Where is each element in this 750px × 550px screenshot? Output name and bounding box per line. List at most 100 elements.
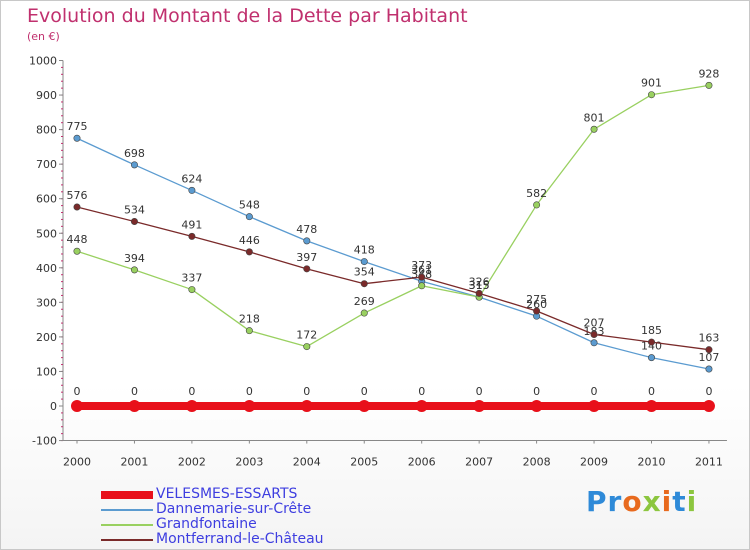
y-tick-label: 400 xyxy=(36,262,57,275)
series-point xyxy=(647,354,655,362)
data-label: 534 xyxy=(124,204,145,217)
data-label: 163 xyxy=(698,332,719,345)
data-label: 0 xyxy=(648,385,655,398)
series-point xyxy=(358,400,371,412)
series-point xyxy=(303,343,311,351)
data-label: 0 xyxy=(476,385,483,398)
series-point xyxy=(647,338,655,346)
x-tick-label: 2010 xyxy=(638,456,666,469)
series-point xyxy=(705,346,713,354)
data-label: 491 xyxy=(181,218,202,231)
series-point xyxy=(705,81,713,89)
series-point xyxy=(300,400,313,412)
data-label: 0 xyxy=(303,385,310,398)
series-point xyxy=(702,400,715,412)
chart-title: Evolution du Montant de la Dette par Hab… xyxy=(27,5,468,27)
data-label: 0 xyxy=(74,385,81,398)
series-point xyxy=(360,309,368,317)
series-point xyxy=(71,400,83,412)
series-point xyxy=(243,400,256,412)
y-tick-label: 0 xyxy=(50,400,57,413)
y-tick-label: 600 xyxy=(36,193,57,206)
y-tick-label: 200 xyxy=(36,331,57,344)
series-point xyxy=(590,125,598,133)
series-point xyxy=(475,289,483,297)
series-point xyxy=(645,400,658,412)
series-point xyxy=(418,273,426,281)
legend-label: Dannemarie-sur-Crête xyxy=(156,501,312,517)
series-point xyxy=(245,327,253,335)
series-point xyxy=(188,186,196,194)
legend-label: VELESMES-ESSARTS xyxy=(156,486,298,502)
series-point xyxy=(130,266,138,274)
series-line xyxy=(76,84,710,348)
series-point xyxy=(73,134,81,142)
series-point xyxy=(647,91,655,99)
data-label: 698 xyxy=(124,147,145,160)
series-point xyxy=(128,400,141,412)
legend-swatch xyxy=(101,524,153,526)
y-tick-label: 900 xyxy=(36,89,57,102)
series-point xyxy=(705,365,713,373)
x-tick-label: 2011 xyxy=(695,456,723,469)
data-label: 315 xyxy=(469,279,490,292)
data-label: 394 xyxy=(124,252,145,265)
series-point xyxy=(188,232,196,240)
x-tick-label: 2003 xyxy=(235,456,263,469)
series-line xyxy=(76,137,710,370)
data-label: 418 xyxy=(354,244,375,257)
x-tick-label: 2000 xyxy=(63,456,91,469)
y-tick-label: 500 xyxy=(36,227,57,240)
series-point xyxy=(130,161,138,169)
data-label: 0 xyxy=(246,385,253,398)
series-point xyxy=(245,248,253,256)
series-point xyxy=(588,400,601,412)
data-label: 207 xyxy=(584,316,605,329)
series-point xyxy=(245,213,253,221)
series-point xyxy=(360,258,368,266)
series-point xyxy=(303,237,311,245)
data-label: 576 xyxy=(67,189,88,202)
legend-label: Montferrand-le-Château xyxy=(156,531,324,547)
series-point xyxy=(533,307,541,315)
x-tick-label: 2009 xyxy=(580,456,608,469)
chart-subtitle: (en €) xyxy=(27,30,60,43)
y-tick-label: 300 xyxy=(36,296,57,309)
legend-swatch xyxy=(101,539,153,541)
data-label: 337 xyxy=(181,272,202,285)
data-label: 448 xyxy=(67,233,88,246)
series-point xyxy=(185,400,198,412)
series-point xyxy=(590,330,598,338)
legend-swatch xyxy=(101,491,153,499)
data-label: 397 xyxy=(296,251,317,264)
x-tick-label: 2001 xyxy=(120,456,148,469)
data-label: 0 xyxy=(533,385,540,398)
series-line xyxy=(76,206,710,351)
data-label: 0 xyxy=(591,385,598,398)
x-tick-label: 2006 xyxy=(408,456,436,469)
data-label: 0 xyxy=(131,385,138,398)
data-label: 928 xyxy=(698,67,719,80)
data-label: 326 xyxy=(469,275,490,288)
series-point xyxy=(303,265,311,273)
data-label: 361 xyxy=(411,263,432,276)
series-point xyxy=(130,218,138,226)
series-point xyxy=(415,400,428,412)
series-point xyxy=(533,201,541,209)
data-label: 624 xyxy=(181,172,202,185)
proxiti-logo: Proxiti xyxy=(586,485,698,518)
y-tick-label: 1000 xyxy=(29,55,57,68)
series-point xyxy=(418,282,426,290)
x-tick-label: 2005 xyxy=(350,456,378,469)
data-label: 901 xyxy=(641,77,662,90)
legend-label: Grandfontaine xyxy=(156,516,257,532)
data-label: 354 xyxy=(354,266,375,279)
data-label: 0 xyxy=(361,385,368,398)
data-label: 478 xyxy=(296,223,317,236)
series-point xyxy=(360,280,368,288)
series-point xyxy=(590,339,598,347)
data-label: 260 xyxy=(526,298,547,311)
data-label: 0 xyxy=(188,385,195,398)
